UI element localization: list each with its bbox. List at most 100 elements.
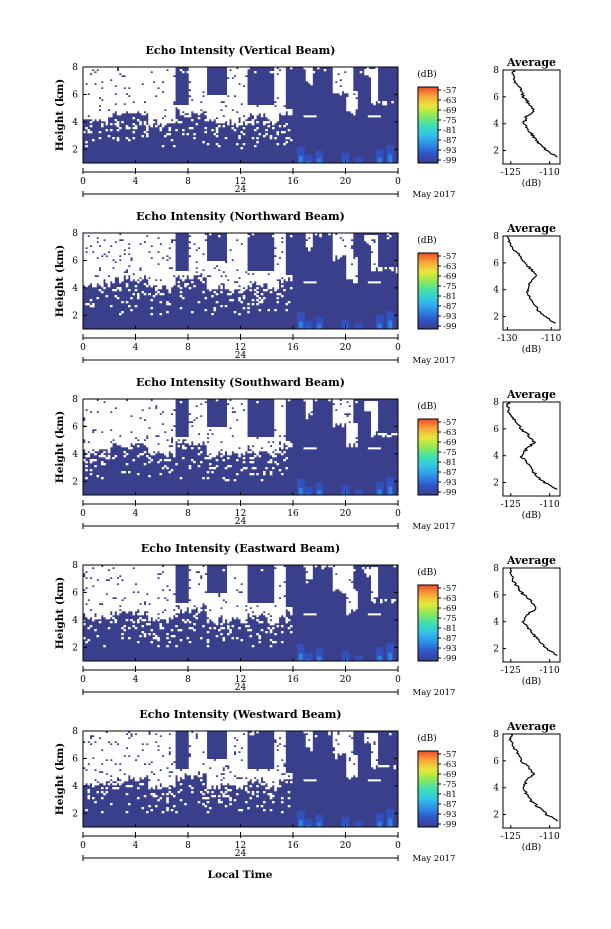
x-tick-label: 12 (235, 509, 246, 519)
month-label: May 2017 (413, 522, 456, 532)
colorbar-tick-label: -57 (443, 418, 457, 428)
x-tick-label: 0 (80, 343, 86, 353)
colorbar-tick-label: -75 (443, 116, 457, 126)
heatmap-high-echo (296, 779, 395, 827)
profile-frame (502, 733, 561, 829)
colorbar-tick-label: -81 (443, 458, 457, 468)
panel-title: Echo Intensity (Westward Beam) (139, 708, 341, 721)
colorbar-unit: (dB) (417, 69, 436, 80)
x-tick-label: 4 (133, 509, 139, 519)
colorbar-tick-label: -81 (443, 126, 457, 136)
profile-frame (502, 567, 561, 663)
colorbar-tick-label: -57 (443, 584, 457, 594)
y-tick-label: 6 (72, 256, 78, 266)
profile-y-tick-label: 4 (493, 784, 499, 794)
colorbar-tick-label: -99 (443, 654, 457, 664)
heatmap-no-data (83, 399, 399, 482)
profile-y-tick-label: 4 (493, 452, 499, 462)
x-tick-label: 16 (287, 509, 299, 519)
colorbar-tick-label: -81 (443, 790, 457, 800)
x-tick-label: 12 (235, 841, 246, 851)
y-tick-label: 4 (72, 284, 78, 294)
panel-title: Echo Intensity (Southward Beam) (136, 376, 345, 389)
panel-title: Echo Intensity (Eastward Beam) (141, 542, 340, 555)
y-axis-label: Height (km) (54, 743, 66, 815)
profile-x-label: (dB) (522, 178, 541, 189)
x-tick-label: 0 (395, 177, 401, 187)
colorbar-tick-label: -93 (443, 644, 457, 654)
colorbar-tick-label: -99 (443, 156, 457, 166)
y-tick-label: 4 (72, 782, 78, 792)
x-tick-label: 8 (185, 177, 191, 187)
profile-x-label: (dB) (522, 344, 541, 355)
profile-x-tick-label: -125 (501, 832, 521, 842)
profile-y-tick-label: 2 (493, 479, 499, 489)
colorbar-unit: (dB) (417, 401, 436, 412)
colorbar-tick-label: -81 (443, 292, 457, 302)
profile-line (506, 235, 556, 324)
x-tick-label: 8 (185, 841, 191, 851)
day-label: 24 (235, 849, 247, 859)
x-tick-label: 4 (133, 343, 139, 353)
heatmap-no-data (83, 233, 399, 316)
profile-y-tick-label: 6 (493, 757, 499, 767)
colorbar-tick-label: -75 (443, 614, 457, 624)
panel-title: Echo Intensity (Northward Beam) (136, 210, 345, 223)
x-tick-label: 4 (133, 841, 139, 851)
colorbar-tick-label: -75 (443, 780, 457, 790)
month-label: May 2017 (413, 688, 456, 698)
colorbar-tick-label: -63 (443, 262, 457, 272)
profile-x-label: (dB) (522, 676, 541, 687)
y-axis-label: Height (km) (54, 577, 66, 649)
x-tick-label: 8 (185, 675, 191, 685)
day-label: 24 (235, 185, 247, 195)
profile-y-tick-label: 8 (493, 564, 499, 574)
y-tick-label: 4 (72, 118, 78, 128)
x-tick-label: 0 (395, 675, 401, 685)
profile-y-tick-label: 2 (493, 645, 499, 655)
profile-title: Average (506, 56, 556, 69)
profile-frame (502, 69, 561, 165)
x-axis-label: Local Time (208, 869, 273, 881)
x-tick-label: 20 (340, 343, 352, 353)
x-tick-label: 12 (235, 343, 246, 353)
x-tick-label: 0 (80, 675, 86, 685)
x-tick-label: 16 (287, 675, 299, 685)
day-label: 24 (235, 517, 247, 527)
x-tick-label: 0 (395, 343, 401, 353)
colorbar-tick-label: -93 (443, 146, 457, 156)
y-axis-label: Height (km) (54, 411, 66, 483)
profile-y-tick-label: 2 (493, 313, 499, 323)
x-tick-label: 16 (287, 841, 299, 851)
profile-x-tick-label: -125 (501, 500, 521, 510)
profile-y-tick-label: 6 (493, 425, 499, 435)
panel-1: Echo Intensity (Vertical Beam)2468Height… (54, 44, 561, 200)
y-tick-label: 8 (72, 727, 78, 737)
month-label: May 2017 (413, 190, 456, 200)
x-tick-label: 4 (133, 177, 139, 187)
x-tick-label: 8 (185, 509, 191, 519)
heatmap-high-echo (296, 447, 395, 495)
colorbar-unit: (dB) (417, 567, 436, 578)
profile-x-tick-label: -110 (541, 334, 561, 344)
colorbar-tick-label: -93 (443, 810, 457, 820)
colorbar-tick-label: -87 (443, 302, 457, 312)
x-tick-label: 16 (287, 343, 299, 353)
profile-title: Average (506, 720, 556, 733)
profile-y-tick-label: 4 (493, 286, 499, 296)
profile-title: Average (506, 388, 556, 401)
x-tick-label: 8 (185, 343, 191, 353)
y-tick-label: 6 (72, 754, 78, 764)
x-tick-label: 0 (395, 841, 401, 851)
panel-4: Echo Intensity (Eastward Beam)2468Height… (54, 542, 561, 698)
profile-y-tick-label: 6 (493, 93, 499, 103)
x-tick-label: 20 (340, 177, 352, 187)
colorbar (417, 584, 439, 662)
profile-y-tick-label: 8 (493, 66, 499, 76)
x-tick-label: 20 (340, 509, 352, 519)
colorbar-tick-label: -99 (443, 322, 457, 332)
y-tick-label: 6 (72, 90, 78, 100)
day-label: 24 (235, 351, 247, 361)
heatmap-high-echo (296, 281, 395, 329)
heatmap-no-data (83, 67, 394, 150)
